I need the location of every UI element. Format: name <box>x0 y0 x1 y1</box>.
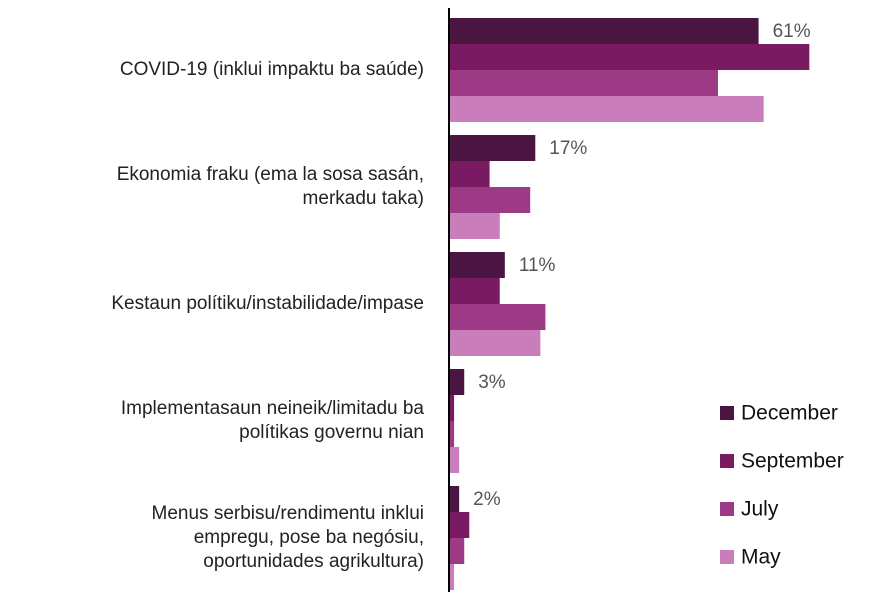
bar <box>449 278 500 304</box>
bar <box>449 252 505 278</box>
data-label: 2% <box>473 489 501 510</box>
category-label: Menus serbisu/rendimentu inklui empregu,… <box>151 503 424 572</box>
bar <box>449 187 531 213</box>
category-label: Ekonomia fraku (ema la sosa sasán, merka… <box>116 164 424 209</box>
legend-swatch <box>720 406 734 420</box>
legend-label: September <box>741 450 844 473</box>
legend-label: May <box>741 546 781 569</box>
bar <box>449 161 490 187</box>
data-label: 61% <box>773 21 811 42</box>
bar <box>449 395 455 421</box>
bar <box>449 135 536 161</box>
bar <box>449 44 810 70</box>
bar <box>449 538 465 564</box>
category-label: Implementasaun neineik/limitadu ba polít… <box>120 398 424 443</box>
bar <box>449 486 460 512</box>
legend-swatch <box>720 454 734 468</box>
legend-swatch <box>720 502 734 516</box>
data-label: 3% <box>478 372 506 393</box>
bar <box>449 421 455 447</box>
legend-swatch <box>720 550 734 564</box>
legend-label: July <box>741 498 779 521</box>
data-label: 17% <box>549 138 587 159</box>
data-label: 11% <box>519 255 556 276</box>
bar <box>449 512 470 538</box>
legend-label: December <box>741 402 838 425</box>
bar <box>449 70 718 96</box>
bar <box>449 213 500 239</box>
category-label: COVID-19 (inklui impaktu ba saúde) <box>119 59 424 80</box>
bar <box>449 96 764 122</box>
category-label: Kestaun polítiku/instabilidade/impase <box>111 293 424 314</box>
bar <box>449 369 465 395</box>
bar <box>449 18 759 44</box>
bar <box>449 304 546 330</box>
bar <box>449 447 460 473</box>
bar <box>449 564 455 590</box>
bar <box>449 330 541 356</box>
